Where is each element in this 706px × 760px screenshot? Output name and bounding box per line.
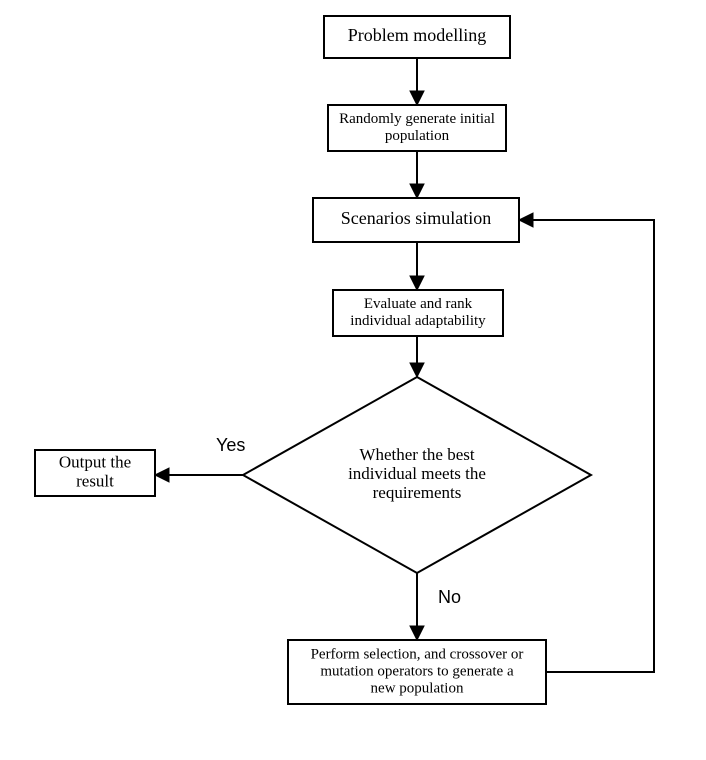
svg-text:Problem modelling: Problem modelling: [348, 25, 487, 45]
svg-text:Perform selection, and crossov: Perform selection, and crossover or: [311, 646, 524, 662]
svg-text:Randomly generate initial: Randomly generate initial: [339, 111, 495, 127]
edge-label-e6: No: [438, 587, 461, 607]
svg-text:result: result: [76, 471, 114, 490]
svg-text:Evaluate and rank: Evaluate and rank: [364, 296, 473, 312]
svg-text:individual meets the: individual meets the: [348, 464, 486, 483]
svg-text:mutation operators to generate: mutation operators to generate a: [320, 663, 514, 679]
svg-text:Whether the best: Whether the best: [359, 445, 474, 464]
svg-text:individual adaptability: individual adaptability: [350, 313, 486, 329]
svg-text:Scenarios simulation: Scenarios simulation: [341, 208, 491, 228]
svg-text:Output the: Output the: [59, 452, 131, 471]
edge-label-e5: Yes: [216, 435, 245, 455]
svg-text:population: population: [385, 128, 450, 144]
svg-text:new population: new population: [371, 680, 464, 696]
svg-text:requirements: requirements: [373, 483, 462, 502]
